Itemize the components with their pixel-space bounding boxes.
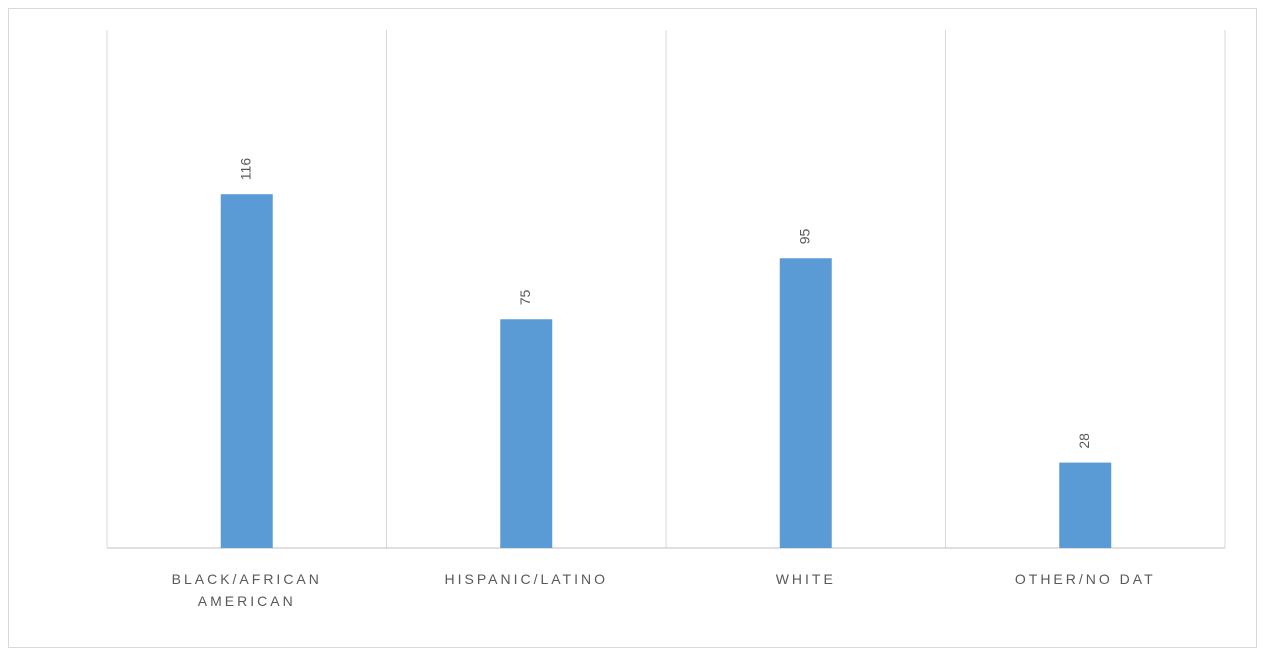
- data-label: 75: [517, 289, 533, 305]
- x-tick-label: OTHER/NO DAT: [1014, 571, 1156, 587]
- data-label: 116: [237, 158, 253, 181]
- data-label: 28: [1076, 433, 1092, 449]
- data-label: 95: [796, 228, 812, 244]
- bar: [500, 319, 553, 548]
- chart-border: [8, 8, 1257, 648]
- x-tick-label: HISPANIC/LATINO: [444, 571, 608, 587]
- x-tick-label: WHITE: [775, 571, 836, 587]
- bar: [220, 194, 273, 548]
- bar: [779, 258, 832, 548]
- x-tick-label: BLACK/AFRICAN AMERICAN: [171, 571, 322, 609]
- bar: [1059, 462, 1112, 548]
